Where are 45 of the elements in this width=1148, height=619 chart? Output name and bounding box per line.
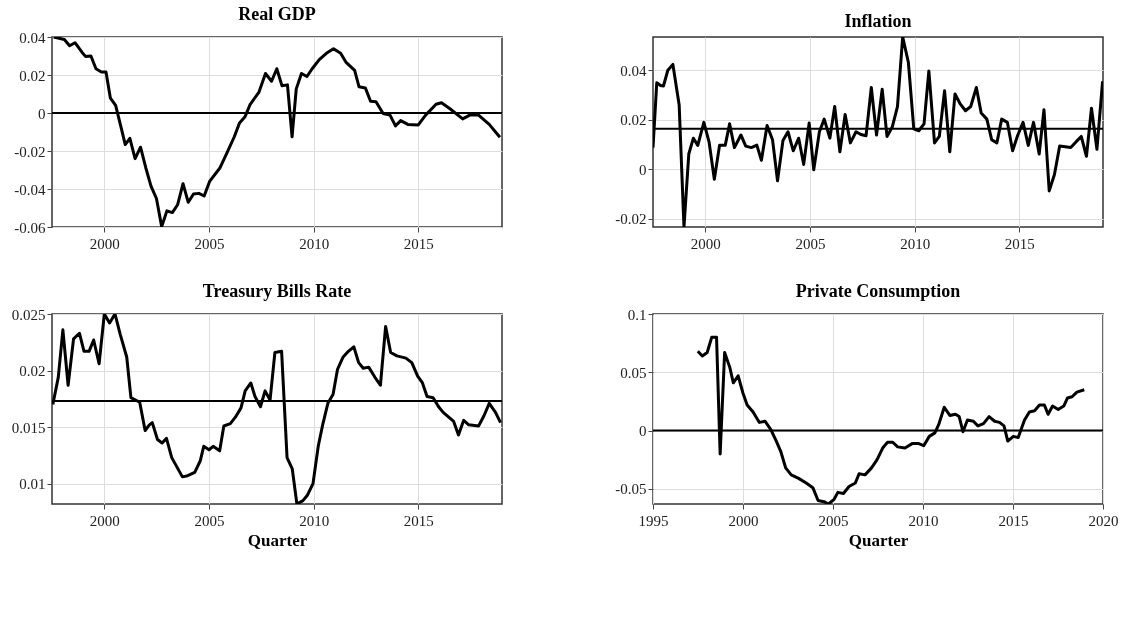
y-tick-label: 0.02 (19, 67, 46, 84)
y-tick-label: 0.04 (19, 29, 46, 46)
x-tick-label: 2000 (690, 235, 721, 252)
x-tick-label: 2015 (1004, 235, 1035, 252)
y-tick-label: 0.02 (620, 112, 647, 129)
line-series (52, 37, 502, 227)
x-tick-label: 2000 (89, 235, 120, 252)
x-tick-label: 2005 (795, 235, 826, 252)
y-tick-label: -0.02 (615, 211, 647, 228)
x-tick-label: 2000 (728, 512, 759, 529)
x-tick-label: 2010 (908, 512, 939, 529)
chart-title: Real GDP (238, 4, 316, 24)
line-series (52, 314, 502, 504)
y-tick-label: 0 (639, 423, 647, 440)
x-tick-label: 2005 (194, 512, 225, 529)
x-tick-label: 2020 (1088, 512, 1119, 529)
y-tick-label: 0.01 (19, 476, 46, 493)
y-tick-label: -0.02 (14, 143, 46, 160)
x-tick-label: 2010 (900, 235, 931, 252)
y-tick-label: -0.04 (14, 181, 46, 198)
x-tick-label: 2005 (818, 512, 849, 529)
y-tick-label: 0.05 (620, 364, 647, 381)
chart-title: Private Consumption (795, 281, 961, 301)
chart-title: Inflation (844, 11, 912, 31)
x-tick-label: 2015 (403, 235, 434, 252)
y-tick-label: 0.015 (11, 419, 46, 436)
x-tick-label: 2015 (403, 512, 434, 529)
x-tick-label: 2010 (299, 512, 330, 529)
x-axis-title: Quarter (247, 530, 308, 550)
x-tick-label: 2005 (194, 235, 225, 252)
y-tick-label: 0.02 (19, 363, 46, 380)
x-tick-label: 2010 (299, 235, 330, 252)
y-tick-label: 0 (639, 161, 647, 178)
y-tick-label: -0.06 (14, 219, 46, 236)
y-tick-label: 0.1 (627, 306, 647, 323)
y-tick-label: 0.04 (620, 62, 647, 79)
x-tick-label: 2000 (89, 512, 120, 529)
x-tick-label: 2015 (998, 512, 1029, 529)
x-tick-label: 1995 (638, 512, 669, 529)
y-tick-label: 0.025 (11, 306, 46, 323)
x-axis-title: Quarter (848, 530, 909, 550)
y-tick-label: -0.05 (615, 481, 647, 498)
line-series (653, 37, 1103, 227)
y-tick-label: 0 (38, 105, 46, 122)
chart-title: Treasury Bills Rate (202, 281, 352, 301)
